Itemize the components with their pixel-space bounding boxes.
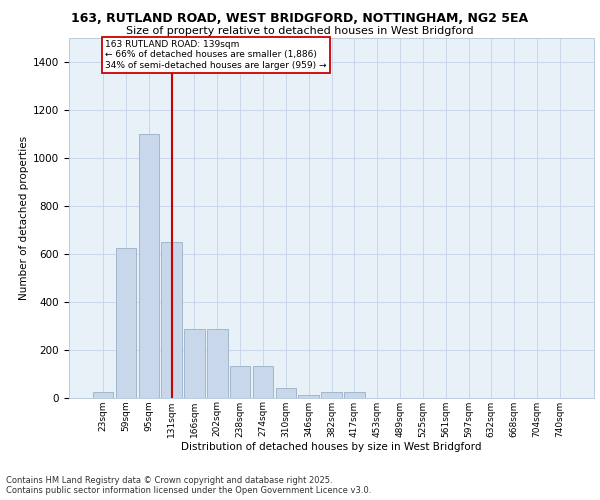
Bar: [116, 248, 136, 398]
Bar: [253, 366, 273, 398]
X-axis label: Distribution of detached houses by size in West Bridgford: Distribution of detached houses by size …: [181, 442, 482, 452]
Bar: [321, 392, 342, 398]
Bar: [298, 395, 319, 398]
Bar: [184, 329, 205, 398]
Bar: [93, 392, 113, 398]
Bar: [230, 366, 250, 398]
Bar: [139, 134, 159, 398]
Text: 163 RUTLAND ROAD: 139sqm
← 66% of detached houses are smaller (1,886)
34% of sem: 163 RUTLAND ROAD: 139sqm ← 66% of detach…: [106, 40, 327, 70]
Y-axis label: Number of detached properties: Number of detached properties: [19, 136, 29, 300]
Text: Size of property relative to detached houses in West Bridgford: Size of property relative to detached ho…: [126, 26, 474, 36]
Text: 163, RUTLAND ROAD, WEST BRIDGFORD, NOTTINGHAM, NG2 5EA: 163, RUTLAND ROAD, WEST BRIDGFORD, NOTTI…: [71, 12, 529, 26]
Bar: [275, 388, 296, 398]
Bar: [344, 392, 365, 398]
Bar: [161, 242, 182, 398]
Bar: [207, 329, 227, 398]
Text: Contains HM Land Registry data © Crown copyright and database right 2025.
Contai: Contains HM Land Registry data © Crown c…: [6, 476, 371, 495]
